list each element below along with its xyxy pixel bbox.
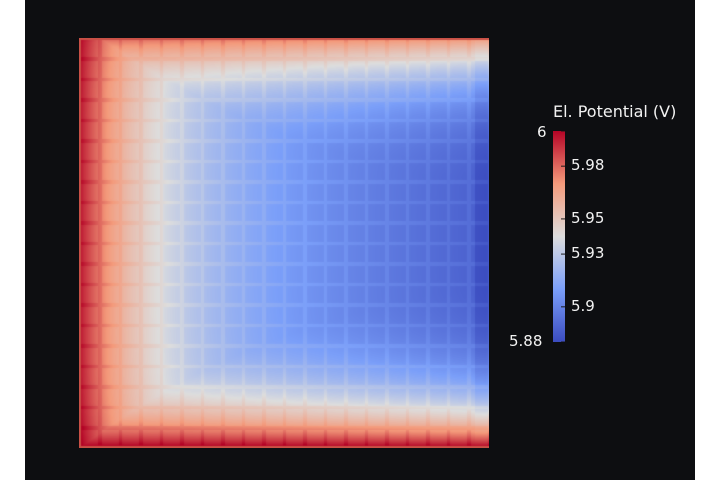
legend-tick-label: 6 [537, 123, 547, 141]
legend-tick-label: 5.95 [571, 209, 604, 227]
legend-title: El. Potential (V) [553, 102, 676, 121]
legend-tick-label: 5.93 [571, 244, 604, 262]
potential-field-plot[interactable] [79, 38, 489, 448]
legend-tick-label: 5.88 [509, 332, 542, 350]
legend-tick-label: 5.9 [571, 297, 595, 315]
legend-tick-label: 5.98 [571, 156, 604, 174]
color-legend-bar [553, 131, 565, 342]
render-viewport[interactable]: El. Potential (V) 6 5.98 5.95 5.93 5.9 5.88 [25, 0, 695, 480]
